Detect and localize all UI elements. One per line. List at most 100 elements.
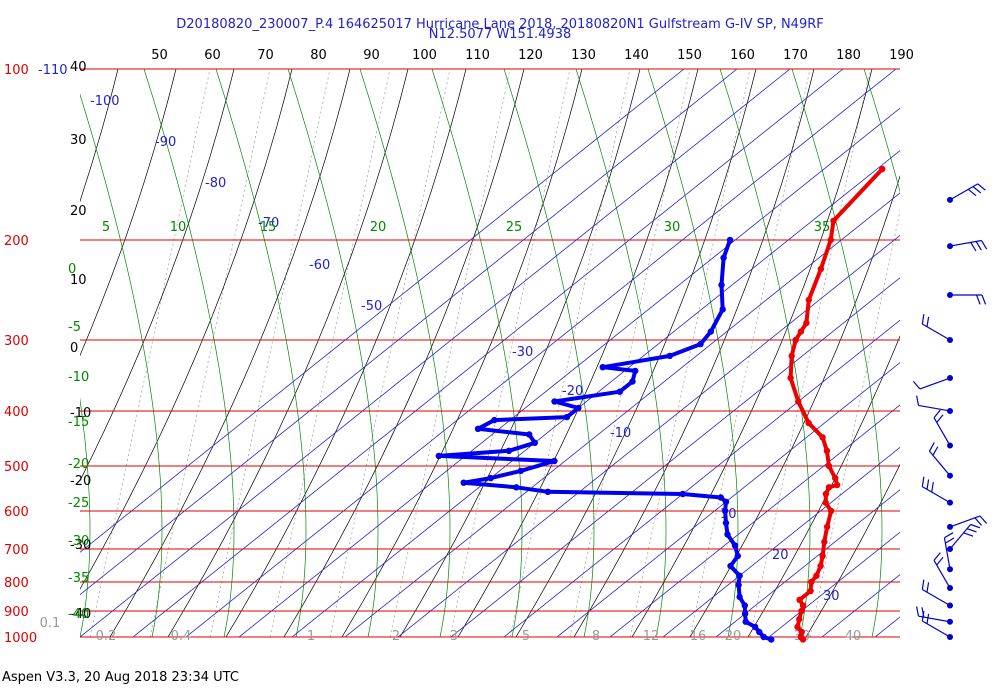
mixing-ratio-label: 12 xyxy=(643,629,660,644)
pressure-tick-label: 400 xyxy=(4,405,29,420)
wind-barb-feather xyxy=(933,409,941,419)
mixing-ratio-line xyxy=(809,209,900,637)
top-axis-tick-label: 100 xyxy=(412,48,437,63)
wind-barb-feather xyxy=(926,479,930,490)
isotherm-line xyxy=(609,404,900,637)
mixing-ratio-label: 2 xyxy=(392,629,400,644)
mixing-ratio-label: 0.1 xyxy=(40,616,61,631)
mixing-ratio-label: 1 xyxy=(307,629,315,644)
mixing-ratio-line xyxy=(149,69,271,637)
isotherm-line xyxy=(556,362,900,637)
dry-adiabat-line xyxy=(167,69,409,637)
pressure-tick-label: 500 xyxy=(4,460,29,475)
wind-barb-feather xyxy=(936,414,944,423)
isotherm-label: -100 xyxy=(90,94,120,109)
isotherm-line xyxy=(80,69,685,553)
mixing-ratio-line xyxy=(269,69,391,637)
dry-adiabat-line xyxy=(631,69,873,637)
wind-barb-feather xyxy=(972,186,982,194)
moist-adiabat-line xyxy=(80,397,91,637)
sounding-profiles xyxy=(435,165,886,643)
dry-adiabat-line xyxy=(457,69,699,637)
temperature-line xyxy=(788,167,885,642)
moist-adiabat-left-label: -10 xyxy=(68,370,89,385)
top-axis-tick-label: 80 xyxy=(310,48,327,63)
isotherm-line xyxy=(238,107,900,637)
mixing-ratio-line xyxy=(569,69,691,637)
isotherm-line xyxy=(397,234,900,637)
wind-barb-staff xyxy=(919,377,951,390)
wind-barb-feather xyxy=(926,316,930,327)
moist-adiabat-line xyxy=(143,69,235,637)
moist-adiabat-left-label: -30 xyxy=(68,534,89,549)
mixing-ratio-line xyxy=(449,69,571,637)
top-axis-tick-label: 120 xyxy=(518,48,543,63)
top-axis-tick-label: 90 xyxy=(363,48,380,63)
moist-adiabat-line xyxy=(431,69,523,637)
top-axis-tick-label: 60 xyxy=(204,48,221,63)
wind-barb-staff xyxy=(918,404,951,412)
moist-adiabat-line xyxy=(287,69,379,637)
top-axis-tick-label: 50 xyxy=(151,48,168,63)
wind-barb-feather xyxy=(926,613,930,624)
wind-barb-feather xyxy=(932,446,939,456)
wind-barb-feather xyxy=(931,482,934,493)
top-axis-tick-label: 190 xyxy=(889,48,914,63)
top-axis-tick-label: 140 xyxy=(624,48,649,63)
pressure-tick-label: 100 xyxy=(4,63,29,78)
dry-adiabat-line xyxy=(573,69,815,637)
pressure-tick-label: 700 xyxy=(4,543,29,558)
wind-barb-feather xyxy=(921,314,925,325)
dry-adiabat-line xyxy=(283,69,525,637)
moist-adiabat-line xyxy=(575,69,667,637)
wind-barb-feather xyxy=(916,606,920,617)
isotherm-line xyxy=(132,69,844,637)
chart-title-line-1: D20180820_230007_P.4 164625017 Hurricane… xyxy=(176,17,824,32)
mixing-ratio-label: 5 xyxy=(522,629,530,644)
mixing-ratio-line xyxy=(689,69,811,637)
isotherm-label: -10 xyxy=(610,426,631,441)
dry-adiabat-line xyxy=(109,69,351,637)
mixing-ratio-label: 8 xyxy=(592,629,600,644)
moist-adiabat-left-label: -40 xyxy=(68,607,89,622)
dewpoint-line xyxy=(436,238,774,642)
moist-adiabat-label: 5 xyxy=(102,220,110,235)
isotherm-line xyxy=(662,446,900,637)
mixing-ratio-line xyxy=(509,69,631,637)
left-temperature-label: -10 xyxy=(70,406,91,421)
moist-adiabat-left-label: 0 xyxy=(68,262,76,277)
moist-adiabat-line xyxy=(215,69,307,637)
mixing-ratio-label: 0.4 xyxy=(171,629,192,644)
mixing-ratio-label: 20 xyxy=(725,629,742,644)
pressure-tick-label: 300 xyxy=(4,334,29,349)
top-axis-tick-label: 150 xyxy=(677,48,702,63)
wind-barb-feather xyxy=(921,579,925,590)
moist-adiabat-label: 30 xyxy=(664,220,681,235)
left-temperature-label: 20 xyxy=(70,204,87,219)
isotherm-line xyxy=(291,150,900,637)
dry-adiabat-line xyxy=(399,69,641,637)
footer-timestamp: Aspen V3.3, 20 Aug 2018 23:34 UTC xyxy=(2,670,239,685)
wind-barb-feather xyxy=(974,517,982,526)
moist-adiabat-left-label: -35 xyxy=(68,571,89,586)
isotherm-line xyxy=(344,192,900,637)
mixing-ratio-line xyxy=(329,69,451,637)
moist-adiabat-left-label: -25 xyxy=(68,496,89,511)
wind-barb-feather xyxy=(916,395,920,406)
isotherm-label: -20 xyxy=(562,384,583,399)
mixing-ratio-line xyxy=(209,69,331,637)
chart-title-line-2: N12.5077 W151.4938 xyxy=(428,27,572,42)
dry-adiabat-line xyxy=(341,69,583,637)
wind-barb-feather xyxy=(928,442,935,452)
mixing-ratio-line xyxy=(629,69,751,637)
pressure-tick-label: 600 xyxy=(4,505,29,520)
wind-barb-feather xyxy=(926,582,930,593)
isotherm-label: -90 xyxy=(155,135,176,150)
isotherm-line xyxy=(80,69,738,596)
moist-adiabat-line xyxy=(936,69,1000,637)
dry-adiabat-line xyxy=(80,69,235,482)
wind-barb-feather xyxy=(970,523,981,529)
moist-adiabat-line xyxy=(503,69,595,637)
dry-adiabat-line xyxy=(805,463,900,637)
